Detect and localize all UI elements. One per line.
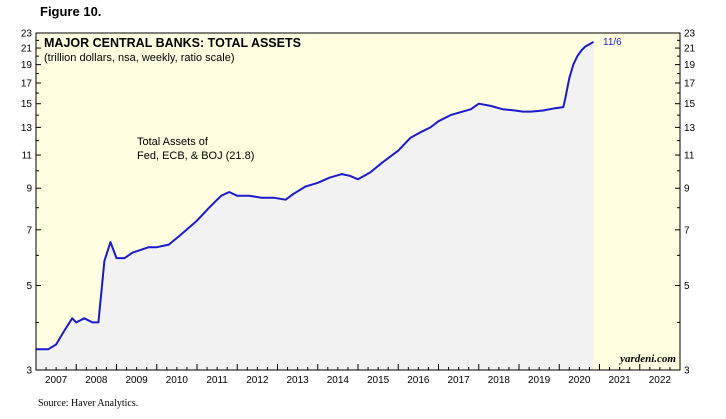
- y-axis-left: 3 5 7 9 11 13 15 17 19 21 23: [21, 29, 41, 377]
- x-axis: 2007 2008 2009 2010 2011 2012 2013 2014 2015 2016…: [35, 364, 681, 386]
- x-tick-label-2018: 2018: [488, 375, 511, 386]
- annotation-line-2: Fed, ECB, & BOJ (21.8): [137, 150, 254, 162]
- y-tick-label-left-23: 23: [21, 29, 33, 40]
- figure-label: Figure 10.: [40, 4, 102, 19]
- y-tick-label-left-19: 19: [21, 60, 33, 71]
- x-tick-label-2021: 2021: [609, 375, 632, 386]
- x-tick-label-2010: 2010: [166, 375, 189, 386]
- y-tick-label-left-21: 21: [21, 44, 33, 55]
- x-tick-label-2022: 2022: [649, 375, 672, 386]
- y-tick-label-right-23: 23: [684, 29, 696, 40]
- y-tick-label-right-11: 11: [684, 151, 695, 162]
- y-tick-label-left-11: 11: [22, 151, 33, 162]
- x-tick-label-2008: 2008: [85, 375, 108, 386]
- y-tick-label-left-17: 17: [21, 79, 33, 90]
- x-tick-label-2020: 2020: [568, 375, 591, 386]
- y-tick-label-left-7: 7: [26, 225, 32, 236]
- x-tick-label-2017: 2017: [448, 375, 471, 386]
- y-tick-label-right-7: 7: [684, 225, 690, 236]
- x-tick-label-2015: 2015: [367, 375, 390, 386]
- y-tick-label-right-5: 5: [684, 281, 690, 292]
- x-tick-label-2009: 2009: [126, 375, 149, 386]
- end-date-label: 11/6: [603, 37, 622, 48]
- y-tick-label-right-13: 13: [684, 123, 696, 134]
- chart-title: MAJOR CENTRAL BANKS: TOTAL ASSETS: [44, 36, 301, 50]
- projection-background: [593, 33, 680, 370]
- series-line-total-assets: [36, 41, 594, 351]
- y-tick-label-right-21: 21: [684, 44, 696, 55]
- y-tick-label-left-13: 13: [21, 123, 33, 134]
- y-tick-label-left-5: 5: [26, 281, 32, 292]
- y-tick-label-right-15: 15: [684, 99, 696, 110]
- y-tick-label-right-3: 3: [684, 366, 690, 377]
- y-axis-right: 3 5 7 9 11 13 15 17 19 21 23: [675, 29, 696, 377]
- y-tick-label-right-17: 17: [684, 79, 696, 90]
- area-under-line: [36, 41, 594, 371]
- x-tick-label-2007: 2007: [45, 375, 68, 386]
- y-tick-label-left-3: 3: [26, 366, 32, 377]
- annotation-line-1: Total Assets of: [137, 136, 209, 148]
- chart-subtitle: (trillion dollars, nsa, weekly, ratio sc…: [44, 52, 235, 64]
- y-tick-label-right-9: 9: [684, 184, 690, 195]
- x-tick-label-2014: 2014: [327, 375, 350, 386]
- x-tick-label-2016: 2016: [407, 375, 430, 386]
- y-tick-label-left-15: 15: [21, 99, 33, 110]
- x-tick-label-2012: 2012: [246, 375, 269, 386]
- x-tick-label-2013: 2013: [287, 375, 310, 386]
- y-tick-label-right-19: 19: [684, 60, 696, 71]
- watermark-yardeni: yardeni.com: [618, 353, 676, 365]
- x-tick-label-2019: 2019: [528, 375, 551, 386]
- x-tick-label-2011: 2011: [206, 375, 228, 386]
- y-tick-label-left-9: 9: [26, 184, 32, 195]
- source-note: Source: Haver Analytics.: [38, 398, 139, 409]
